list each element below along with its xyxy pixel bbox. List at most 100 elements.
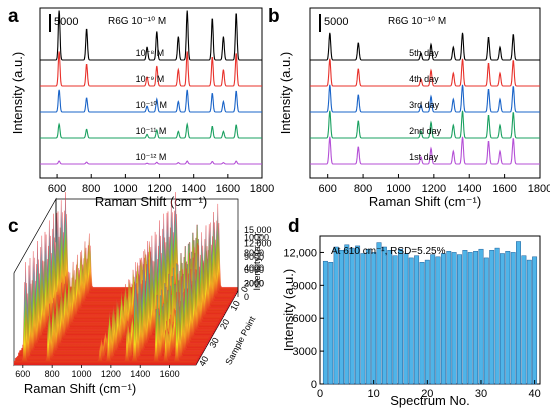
panel-c-ytick-label: 6000: [244, 265, 264, 275]
panel-c-ytick-label: 9000: [244, 252, 264, 262]
panel-d-bar: [478, 248, 484, 385]
panel-c-ytick-extra-label: 8000: [244, 248, 264, 258]
panel-d-bar: [526, 259, 532, 385]
panel-d-bar: [516, 241, 521, 385]
panel-a-series-line: [40, 10, 262, 61]
panel-d-bar: [446, 251, 452, 385]
panel-d-bar: [333, 246, 339, 385]
panel-d-bar: [532, 256, 538, 385]
panel-c-xtick-label: 1200: [101, 369, 121, 379]
panel-a-title: R6G 10⁻¹⁰ M: [108, 16, 166, 27]
panel-c-xtick-label: 600: [15, 369, 30, 379]
panel-d-bar: [505, 251, 511, 385]
panel-d-bar: [440, 253, 446, 385]
panel-d-bar: [365, 248, 371, 385]
panel-d-xtick-label: 10: [368, 388, 380, 400]
panel-c-ztick-label: 30: [207, 336, 221, 350]
panel-b-title: R6G 10⁻¹⁰ M: [388, 16, 446, 27]
panel-b: 5th day 4th day 3rd day 2nd day 1st day 600 8…: [278, 7, 550, 209]
panel-label-c: c: [8, 216, 19, 237]
panel-d-ytick-label: 12,000: [283, 247, 317, 259]
panel-b-ylabel: Intensity (a.u.): [278, 52, 293, 134]
panel-d-ytick-label: 9000: [293, 280, 317, 292]
panel-b-xlabel: Raman Shift (cm⁻¹): [369, 194, 481, 209]
panel-b-scale-label: 5000: [324, 16, 348, 28]
panel-c-xtick-label: 800: [45, 369, 60, 379]
panel-d-bar: [473, 251, 479, 385]
panel-d-bar: [403, 253, 409, 385]
panel-d-bar: [408, 257, 414, 385]
panel-d-ytick-label: 3000: [293, 346, 317, 358]
panel-a: 10⁻⁸ M 10⁻⁹ M 10⁻¹⁰ M 10⁻¹¹ M 10⁻¹² M 600 800…: [10, 7, 274, 209]
panel-c-xtick-label: 1400: [130, 369, 150, 379]
panel-d-xtick-label: 0: [317, 388, 323, 400]
panel-b-series-label: 2nd day: [409, 126, 442, 136]
panel-d-annotation: At 610 cm⁻¹, RSD=5.25%: [331, 246, 446, 257]
panel-d-bar: [376, 242, 382, 385]
panel-b-series-line: [310, 58, 540, 87]
panel-c-ytick-label: 15,000: [244, 225, 272, 235]
panel-b-series-label: 1st day: [409, 152, 439, 162]
panel-d-ylabel: Intensity (a.u.): [281, 269, 296, 351]
panel-c-ytick-label: 3000: [244, 279, 264, 289]
panel-d-bar: [435, 256, 441, 385]
panel-d-bar: [414, 255, 420, 385]
panel-d-xtick-label: 30: [475, 388, 487, 400]
panel-b-xtick-label: 1000: [386, 183, 410, 195]
panel-b-series-label: 3rd day: [409, 100, 440, 110]
panel-c: 600 800 1000 1200 1400 1600030006000900012,00…: [13, 192, 272, 396]
panel-c-ytick-extra-label: 4000: [244, 263, 264, 273]
panel-a-series-label: 10⁻¹² M: [136, 152, 167, 162]
panel-a-xtick-label: 1200: [147, 183, 171, 195]
panel-d-ytick-label: 0: [311, 379, 317, 391]
panel-a-series-label: 10⁻¹⁰ M: [136, 100, 167, 110]
panel-b-xtick-label: 800: [354, 183, 372, 195]
panel-d-bar: [510, 252, 516, 385]
panel-a-xtick-label: 1800: [250, 183, 274, 195]
panel-a-series-label: 10⁻⁸ M: [136, 48, 165, 58]
panel-a-xtick-label: 1600: [216, 183, 240, 195]
panel-d-bar: [387, 250, 393, 385]
panel-label-d: d: [288, 216, 300, 237]
panel-d-bar: [521, 255, 527, 385]
panel-b-xtick-label: 1200: [422, 183, 446, 195]
panel-d-xtick-label: 20: [421, 388, 433, 400]
panel-d-bar: [483, 257, 489, 385]
panel-a-xtick-label: 800: [82, 183, 100, 195]
panel-d-bar: [398, 248, 403, 385]
panel-a-series-label: 10⁻¹¹ M: [136, 126, 167, 136]
panel-b-xtick-label: 1400: [457, 183, 481, 195]
panel-d-bar: [392, 255, 398, 385]
panel-d: 0 10 20 30 40 0 3000 6000 9000 12,000 At 610 cm⁻¹…: [281, 235, 541, 408]
panel-b-series-label: 4th day: [409, 74, 439, 84]
panel-b-xtick-label: 600: [319, 183, 337, 195]
panel-c-ylabel: Intensity (a.u.): [252, 233, 262, 290]
panel-a-series-line: [40, 160, 262, 165]
panel-d-bar: [419, 262, 425, 385]
panel-b-xtick-label: 1800: [528, 183, 550, 195]
panel-c-ztick-label: 40: [197, 354, 211, 368]
panel-label-a: a: [8, 6, 19, 27]
panel-d-xtick-label: 40: [529, 388, 541, 400]
panel-c-ytick-label: 12,000: [244, 238, 272, 248]
panel-d-bar: [489, 250, 495, 385]
panel-d-ytick-label: 6000: [293, 313, 317, 325]
panel-b-series-label: 5th day: [409, 48, 439, 58]
panel-c-ztick-label: 20: [218, 317, 232, 331]
panel-a-series-label: 10⁻⁹ M: [136, 74, 165, 84]
panel-a-series-line: [40, 51, 262, 87]
panel-c-xtick-label: 1600: [160, 369, 180, 379]
panel-c-xtick-label: 1000: [72, 369, 92, 379]
panel-b-series-line: [310, 110, 540, 139]
panel-d-bar: [381, 246, 387, 385]
panel-d-frame: [319, 235, 541, 385]
panel-d-bar: [457, 254, 462, 385]
panel-a-series-line: [40, 89, 262, 113]
panel-a-scale-label: 5000: [54, 16, 78, 28]
panel-d-bar: [430, 254, 436, 385]
panel-b-series-line: [310, 136, 540, 165]
panel-d-bar: [499, 253, 505, 385]
panel-label-b: b: [268, 6, 280, 27]
panel-d-bar: [328, 262, 334, 385]
